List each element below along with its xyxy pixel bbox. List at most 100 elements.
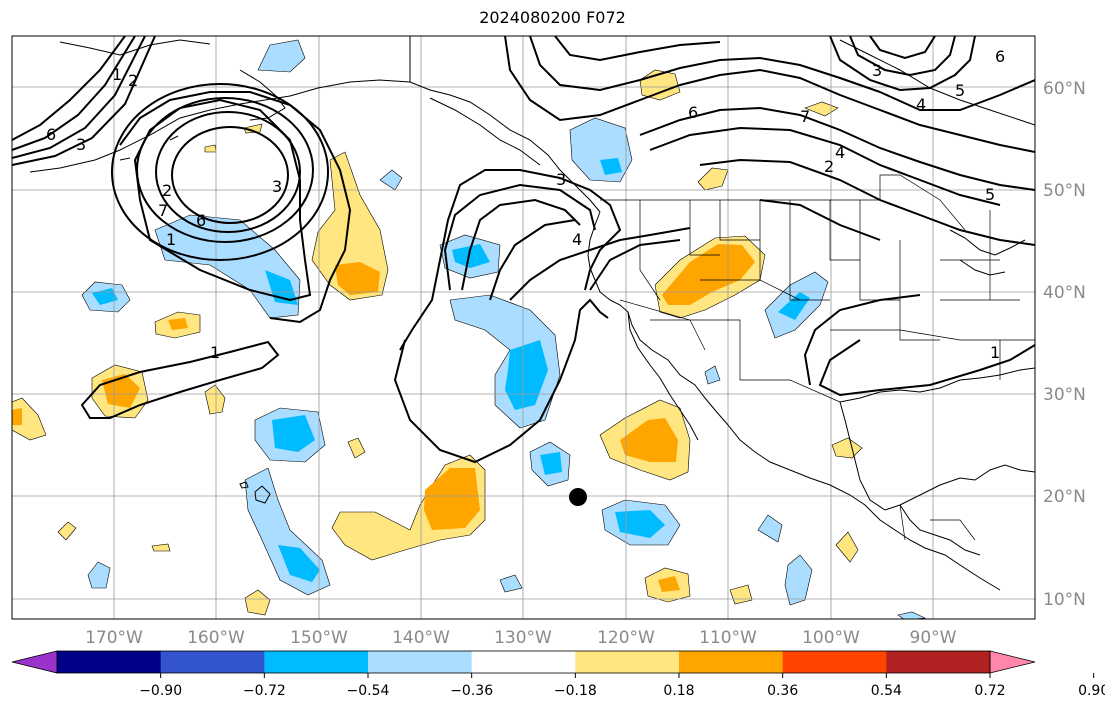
lat-label-50n: 50°N	[1043, 181, 1086, 201]
positive-anomaly-region	[335, 262, 380, 295]
negative-anomaly-region	[505, 340, 548, 410]
latitude-axis: 60°N 50°N 40°N 30°N 20°N 10°N	[1043, 79, 1086, 610]
positive-anomaly-region	[697, 167, 729, 191]
colorbar-tick-label: 0.54	[871, 683, 902, 699]
colorbar-segment	[368, 651, 473, 673]
positive-anomaly-region	[12, 408, 22, 425]
negative-anomaly-region	[379, 169, 403, 191]
colorbar-segment	[471, 651, 576, 673]
lon-label-130w: 130°W	[494, 628, 552, 648]
negative-anomaly-region	[272, 415, 315, 452]
negative-anomaly-region	[452, 244, 490, 268]
lon-label-160w: 160°W	[187, 628, 245, 648]
map-frame	[11, 35, 1036, 620]
negative-anomaly-region	[615, 510, 665, 538]
positive-anomaly-region	[620, 418, 678, 462]
positive-anomaly-region	[658, 576, 680, 592]
lat-label-40n: 40°N	[1043, 283, 1086, 303]
negative-anomaly-region	[704, 365, 721, 385]
lat-label-30n: 30°N	[1043, 385, 1086, 405]
negative-anomaly-region	[784, 554, 813, 606]
positive-anomaly-region	[57, 521, 77, 541]
negative-anomaly-region	[757, 514, 783, 543]
positive-anomaly-region	[662, 244, 755, 305]
positive-anomaly-region	[831, 437, 863, 459]
contour-label: 3	[872, 61, 882, 80]
contour-lines	[12, 36, 1035, 464]
positive-anomaly-region	[804, 101, 839, 117]
gridlines	[12, 36, 1035, 619]
marker-dot	[569, 488, 587, 506]
longitude-axis: 170°W 160°W 150°W 140°W 130°W 120°W 110°…	[85, 628, 957, 648]
colorbar-tick-label: −0.18	[554, 683, 597, 699]
contour-label: 7	[158, 201, 168, 220]
colorbar-frame	[56, 650, 991, 674]
contour-label: 6	[688, 103, 698, 122]
colorbar-tick-label: −0.72	[243, 683, 286, 699]
positive-anomaly-region	[168, 318, 188, 330]
lon-label-140w: 140°W	[392, 628, 450, 648]
negative-anomaly-region	[540, 452, 562, 475]
contour-label: 4	[572, 230, 582, 249]
anomaly-shading	[12, 39, 927, 619]
negative-anomaly-region	[897, 611, 927, 619]
map-title: 2024080200 F072	[479, 8, 626, 27]
colorbar-ticks: −0.90 −0.72 −0.54 −0.36 −0.18 0.18 0.36 0.54 0.7…	[139, 673, 1105, 699]
negative-anomaly-region	[257, 39, 306, 73]
colorbar-tick-label: 0.72	[974, 683, 1005, 699]
lon-label-110w: 110°W	[699, 628, 757, 648]
political-borders	[600, 174, 1035, 541]
positive-anomaly-region	[424, 468, 480, 530]
contour-label: 2	[128, 71, 138, 90]
contour-label: 4	[835, 143, 845, 162]
colorbar-tick-label: 0.18	[663, 683, 694, 699]
positive-anomaly-region	[311, 151, 389, 301]
coastlines	[29, 36, 1035, 591]
contour-label: 2	[162, 181, 172, 200]
colorbar-segment	[160, 651, 265, 673]
contour-label: 1	[210, 343, 220, 362]
lon-label-100w: 100°W	[802, 628, 860, 648]
colorbar-extend-high	[989, 650, 1036, 674]
colorbar-tick-label: −0.36	[450, 683, 493, 699]
contour-label: 3	[556, 170, 566, 189]
colorbar-segment	[679, 651, 784, 673]
positive-anomaly-region	[151, 543, 171, 552]
contour-label: 1	[166, 230, 176, 249]
negative-anomaly-region	[600, 158, 622, 175]
lat-label-20n: 20°N	[1043, 487, 1086, 507]
contour-label: 2	[824, 157, 834, 176]
colorbar-tick-label: −0.90	[139, 683, 182, 699]
colorbar-segment	[264, 651, 369, 673]
negative-anomaly-region	[499, 574, 523, 593]
colorbar-extend-low	[11, 650, 58, 674]
contour-label: 3	[272, 177, 282, 196]
contour-label: 6	[46, 125, 56, 144]
lon-label-120w: 120°W	[597, 628, 655, 648]
lat-label-10n: 10°N	[1043, 590, 1086, 610]
lat-label-60n: 60°N	[1043, 79, 1086, 99]
contour-label: 1	[112, 65, 122, 84]
negative-anomaly-region	[87, 561, 111, 589]
lon-label-170w: 170°W	[85, 628, 143, 648]
contour-label: 6	[196, 211, 206, 230]
positive-anomaly-region	[347, 437, 366, 459]
colorbar-segments	[11, 650, 1036, 674]
contour-label: 7	[800, 107, 810, 126]
colorbar-tick-label: 0.36	[767, 683, 798, 699]
contour-label: 6	[995, 47, 1005, 66]
colorbar-segment	[57, 651, 162, 673]
colorbar: −0.90 −0.72 −0.54 −0.36 −0.18 0.18 0.36 0.54 0.7…	[11, 650, 1105, 699]
negative-anomaly-region	[778, 292, 810, 320]
colorbar-segment	[886, 651, 991, 673]
contour-label: 5	[955, 81, 965, 100]
positive-anomaly-region	[835, 531, 859, 563]
colorbar-segment	[575, 651, 680, 673]
colorbar-tick-label: −0.54	[347, 683, 390, 699]
contour-label: 1	[990, 343, 1000, 362]
positive-anomaly-region	[244, 589, 271, 616]
positive-anomaly-region	[102, 374, 140, 408]
negative-anomaly-region	[278, 545, 320, 582]
positive-anomaly-region	[243, 123, 263, 134]
